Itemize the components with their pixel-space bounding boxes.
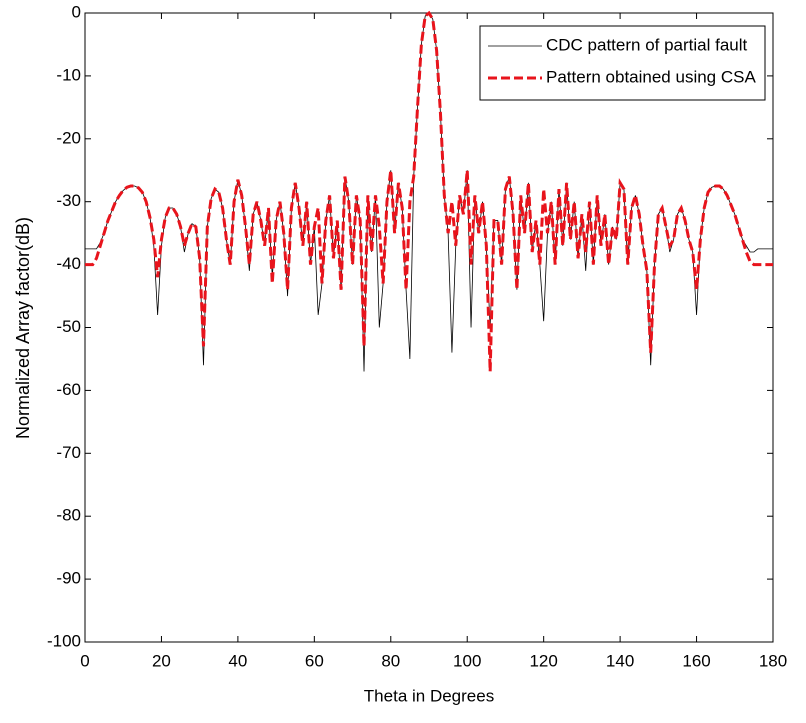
legend-label: Pattern obtained using CSA — [546, 67, 756, 86]
data-line — [85, 10, 773, 372]
legend-label: CDC pattern of partial fault — [546, 35, 748, 54]
x-tick-label: 0 — [80, 651, 89, 670]
x-tick-label: 80 — [381, 651, 400, 670]
plot-frame — [84, 12, 774, 643]
y-tick-label: -40 — [56, 254, 81, 273]
x-tick-label: 140 — [606, 651, 634, 670]
y-tick-label: -70 — [56, 443, 81, 462]
y-axis-label: Normalized Array factor(dB) — [13, 217, 33, 439]
x-tick-label: 60 — [305, 651, 324, 670]
x-tick-label: 20 — [152, 651, 171, 670]
x-tick-label: 100 — [453, 651, 481, 670]
y-tick-label: -90 — [56, 569, 81, 588]
x-tick-label: 180 — [759, 651, 787, 670]
x-axis-label: Theta in Degrees — [364, 686, 494, 705]
y-tick-label: -60 — [56, 380, 81, 399]
y-tick-label: -20 — [56, 128, 81, 147]
y-tick-label: -100 — [47, 631, 81, 650]
y-tick-label: -30 — [56, 191, 81, 210]
x-tick-label: 120 — [529, 651, 557, 670]
x-tick-label: 40 — [228, 651, 247, 670]
y-tick-label: -50 — [56, 317, 81, 336]
x-tick-label: 160 — [682, 651, 710, 670]
y-tick-label: -80 — [56, 506, 81, 525]
y-tick-label: 0 — [72, 2, 81, 21]
y-tick-label: -10 — [56, 65, 81, 84]
legend-box — [479, 25, 766, 101]
